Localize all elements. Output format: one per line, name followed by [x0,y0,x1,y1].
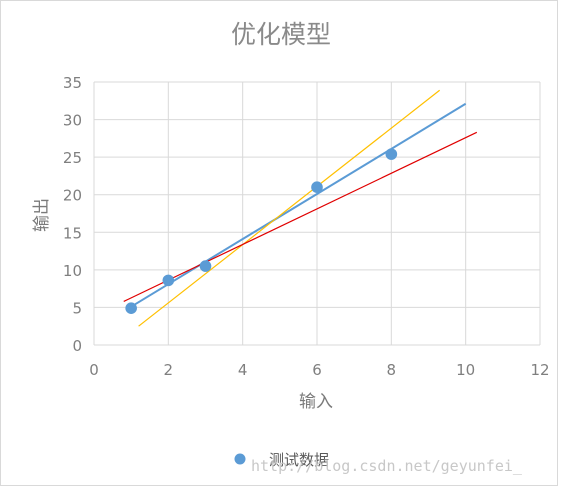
grid-layer [93,81,541,346]
data-point [162,274,175,287]
x-tick-label: 10 [456,361,475,379]
x-axis-label: 输入 [299,392,333,412]
y-tick-label: 35 [63,74,82,92]
y-tick-label: 30 [63,112,82,130]
tick-label-layer: 0 5 10 15 20 25 30 35 0 2 4 6 8 10 12 [63,74,550,379]
legend-label: 测试数据 [269,451,329,469]
y-tick-label: 10 [63,262,82,280]
y-axis-label: 输出 [32,198,52,232]
x-tick-label: 4 [238,361,248,379]
fit-line [130,102,467,308]
x-tick-label: 2 [164,361,174,379]
y-tick-label: 5 [72,299,82,317]
fit-line [138,89,441,327]
x-tick-label: 12 [530,361,549,379]
y-tick-label: 25 [63,149,82,167]
fit-line-layer [123,89,478,327]
data-point [385,148,398,160]
watermark-text: http://blog.csdn.net/geyunfei_ [251,457,522,475]
chart-title: 优化模型 [231,20,331,49]
x-tick-label: 8 [387,361,397,379]
fit-line [123,131,478,302]
data-point-layer [125,148,398,314]
data-point [311,181,323,193]
legend-marker [234,453,246,465]
y-tick-label: 15 [63,224,82,242]
x-tick-label: 0 [89,361,99,379]
y-tick-label: 20 [63,187,82,205]
data-point [125,302,137,314]
x-tick-label: 6 [312,361,322,379]
legend: 测试数据 [234,451,329,469]
data-point [199,260,212,272]
y-tick-label: 0 [72,337,82,355]
